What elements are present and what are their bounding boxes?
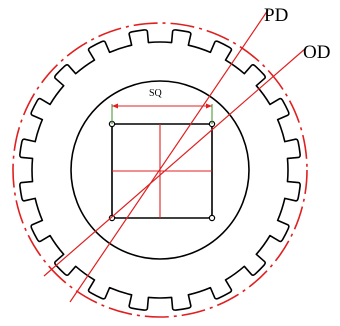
pitch-diameter-label: PD [264,5,289,26]
sprocket-tooth-profile [19,29,301,311]
bore-circle [70,80,250,260]
outside-diameter-label: OD [303,42,331,63]
outside-diameter-circle [12,22,308,318]
od-leader-line [43,47,307,277]
pd-leader-line [69,9,269,303]
square-size-label: SQ [149,88,162,99]
corner-dot-bottom-left [108,214,116,222]
sq-arrow-right [206,103,212,109]
sq-arrow-left [112,103,118,109]
corner-dot-bottom-right [208,214,216,222]
